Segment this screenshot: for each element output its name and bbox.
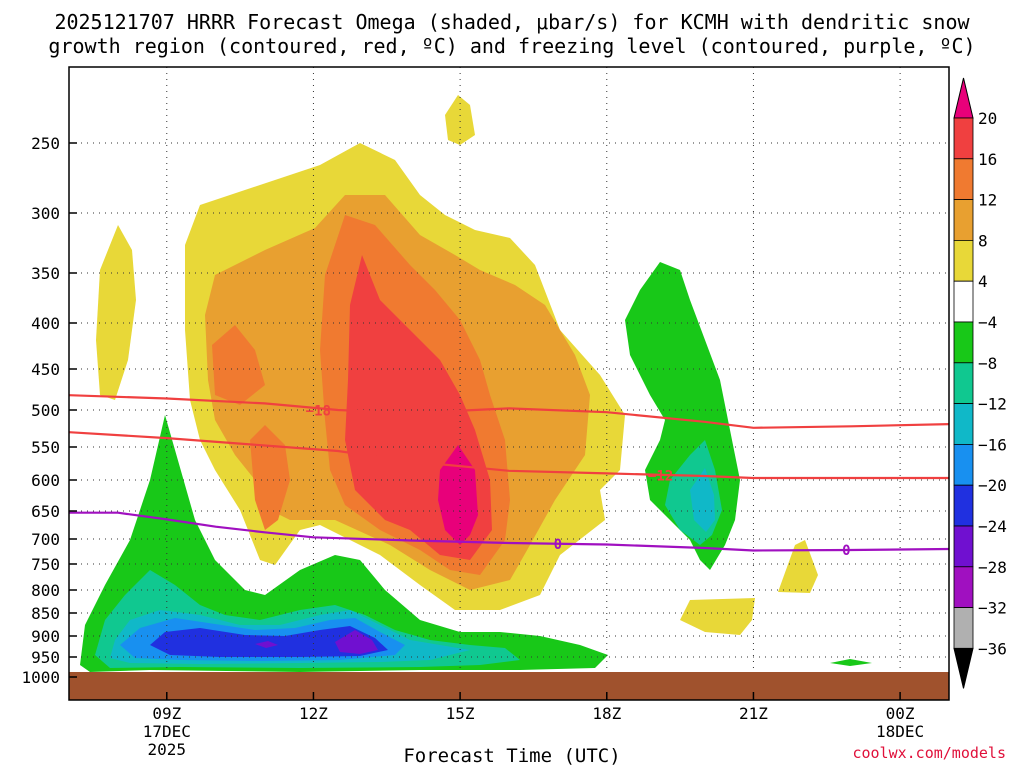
colorbar-bin — [953, 280, 974, 323]
y-tick-label: 1000 — [21, 668, 60, 687]
x-tick-label: 15Z — [446, 704, 475, 723]
x-tick-label: 2025 — [148, 740, 187, 759]
omega-shade-neg24-neg28-small — [255, 641, 278, 648]
colorbar-label: −24 — [978, 517, 1007, 536]
omega-shade-neg12-neg16-right — [690, 468, 715, 532]
x-tick-label: 21Z — [739, 704, 768, 723]
colorbar-label: −28 — [978, 558, 1007, 577]
colorbar-label: 8 — [978, 231, 988, 250]
colorbar-label: −20 — [978, 476, 1007, 495]
grid-lines — [69, 67, 949, 672]
y-tick-label: 750 — [31, 555, 60, 574]
colorbar-bin — [953, 117, 974, 160]
omega-shade-4-8-top — [445, 95, 475, 145]
colorbar-label: −8 — [978, 354, 997, 373]
y-tick-label: 650 — [31, 502, 60, 521]
omega-shade-4-8-small — [778, 540, 818, 593]
colorbar-bin — [953, 403, 974, 445]
colorbar-bin — [953, 484, 974, 527]
colorbar-label: 4 — [978, 272, 988, 291]
colorbar-bin — [953, 158, 974, 201]
contour-label: −18 — [306, 404, 331, 420]
contour-line — [69, 431, 949, 480]
colorbar-label: 12 — [978, 191, 997, 210]
x-tick-label: 17DEC — [143, 722, 191, 741]
y-tick-label: 300 — [31, 204, 60, 223]
colorbar-label: 20 — [978, 109, 997, 128]
colorbar-label: −16 — [978, 435, 1007, 454]
omega-shade-over-20 — [438, 445, 478, 545]
omega-shading — [80, 95, 872, 672]
y-tick-label: 400 — [31, 314, 60, 333]
ground-surface — [69, 672, 949, 700]
y-tick-label: 800 — [31, 581, 60, 600]
y-tick-label: 350 — [31, 264, 60, 283]
chart-title-line-1: 2025121707 HRRR Forecast Omega (shaded, … — [54, 10, 970, 34]
y-tick-label: 600 — [31, 471, 60, 490]
chart-title-line-2: growth region (contoured, red, ºC) and f… — [48, 34, 976, 58]
y-tick-label: 850 — [31, 604, 60, 623]
omega-shade-4-8-left — [96, 225, 136, 400]
plot-frame — [68, 66, 950, 701]
y-tick-label: 900 — [31, 627, 60, 646]
colorbar-bin — [953, 239, 974, 282]
colorbar-label: −4 — [978, 313, 997, 332]
colorbar-label: −32 — [978, 599, 1007, 618]
y-axis: 250 300 350 400 450 500 550 600 650 700 750 800 850 9… — [21, 134, 77, 687]
y-tick-label: 250 — [31, 134, 60, 153]
omega-shade-4-8-right — [680, 598, 755, 635]
contour-line — [69, 511, 949, 552]
contour-lines: −18 −12 0 0 — [69, 394, 949, 559]
x-tick-label: 09Z — [152, 704, 181, 723]
colorbar-bin — [953, 443, 974, 486]
colorbar-bin — [953, 525, 974, 568]
y-tick-label: 950 — [31, 648, 60, 667]
contour-label: −12 — [648, 468, 673, 484]
contour-label: 0 — [842, 543, 850, 559]
x-tick-label: 18DEC — [876, 722, 924, 741]
omega-shade-12-16-mid — [250, 425, 290, 530]
plot-area: −18 −12 0 0 — [69, 67, 949, 700]
x-axis-title: Forecast Time (UTC) — [403, 745, 621, 767]
credit-text: coolwx.com/models — [852, 744, 1006, 762]
colorbar-bin — [953, 321, 974, 364]
colorbar-label: 16 — [978, 150, 997, 169]
colorbar-label: −36 — [978, 639, 1007, 658]
colorbar: 20 16 12 8 4 −4 −8 −12 −16 −20 −24 −28 −32 −36 — [953, 77, 1007, 689]
x-tick-label: 00Z — [886, 704, 915, 723]
colorbar-top-arrow — [953, 77, 974, 119]
contour-line — [69, 394, 949, 429]
y-tick-label: 500 — [31, 401, 60, 420]
colorbar-bin — [953, 607, 974, 649]
omega-shade-neg4-neg8-small — [830, 659, 872, 666]
colorbar-bin — [953, 566, 974, 608]
colorbar-label: −12 — [978, 395, 1007, 414]
colorbar-bin — [953, 362, 974, 404]
x-tick-label: 12Z — [299, 704, 328, 723]
y-tick-label: 550 — [31, 438, 60, 457]
colorbar-bin — [953, 199, 974, 241]
y-tick-label: 450 — [31, 360, 60, 379]
omega-shade-12-16-left — [212, 325, 265, 405]
y-tick-label: 700 — [31, 530, 60, 549]
colorbar-bottom-arrow — [953, 647, 974, 689]
x-tick-label: 18Z — [592, 704, 621, 723]
omega-shade-neg4-neg8 — [80, 415, 608, 672]
contour-label: 0 — [554, 537, 562, 553]
